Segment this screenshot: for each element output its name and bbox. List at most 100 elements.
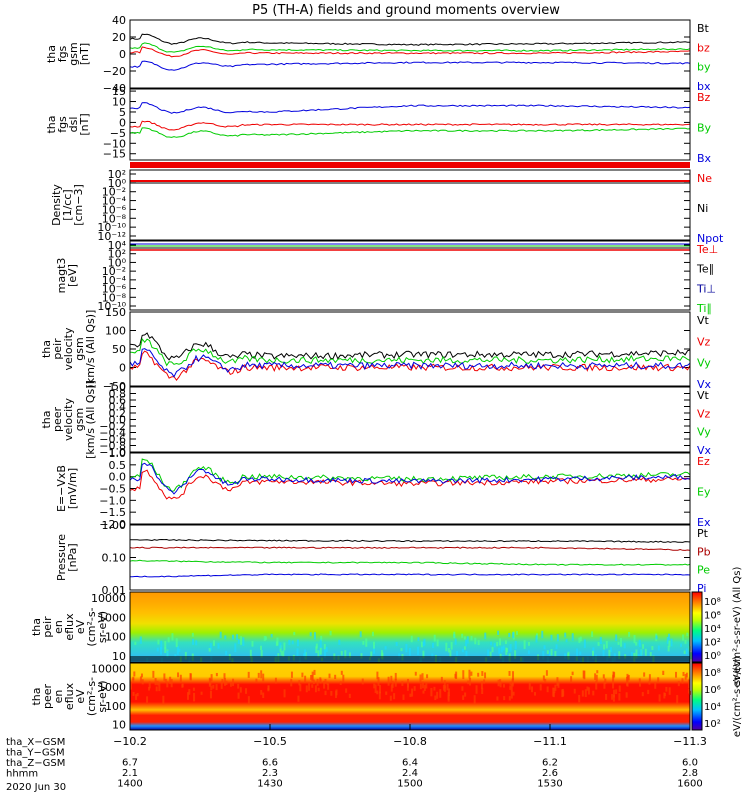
spectrogram-cell xyxy=(665,686,668,692)
y-tick-label: −10 xyxy=(103,137,126,150)
panel-0: thafgsgsm[nT] 40 20 0 −20 −40 Bt bz by bx xyxy=(45,14,711,95)
spectrogram-cell xyxy=(156,680,159,686)
spectrogram-cell xyxy=(543,645,546,650)
spectrogram-cell xyxy=(419,674,422,683)
spectrogram-cell xyxy=(251,640,254,647)
legend-Pi: Pi xyxy=(697,582,706,595)
spectrogram-cell xyxy=(433,686,436,691)
y-tick-label: 10 xyxy=(112,96,126,109)
spectrogram-cell xyxy=(514,650,517,659)
spectrogram-cell xyxy=(231,634,234,640)
spectrogram-cell xyxy=(576,648,579,658)
spectrogram-cell xyxy=(499,638,502,646)
ylabel-line: velocity xyxy=(62,398,75,441)
spectrogram-cell xyxy=(328,673,331,679)
figure-title: P5 (TH-A) fields and ground moments over… xyxy=(252,3,560,18)
series-by xyxy=(129,42,691,53)
spectrogram-cell xyxy=(648,674,651,681)
legend-Vz: Vz xyxy=(697,335,711,348)
spectrogram-cell xyxy=(323,644,326,650)
spectrogram-cell xyxy=(210,674,213,682)
spectrogram-cell xyxy=(208,648,211,652)
spectrogram-cell xyxy=(615,634,618,641)
ylabel-line: [nT] xyxy=(78,43,91,65)
spectrogram-cell xyxy=(603,644,606,650)
spectrogram-cell xyxy=(166,681,169,688)
y-tick-label: 0 xyxy=(119,48,126,61)
spectrogram-cell xyxy=(618,651,621,659)
spectrogram-cell xyxy=(192,638,195,645)
y-tick-label: 0.5 xyxy=(109,459,127,472)
spectrogram-cell xyxy=(305,685,308,693)
colorbar xyxy=(691,591,703,663)
spectrogram-cell xyxy=(633,635,636,644)
x-row-value: 6.7 xyxy=(122,758,138,769)
spectrogram-cell xyxy=(592,690,595,696)
spectrogram-cell xyxy=(677,680,680,687)
spectrogram-cell xyxy=(329,630,332,636)
spectrogram-cell xyxy=(400,648,403,652)
spectrogram-cell xyxy=(335,690,338,698)
spectrogram-cell xyxy=(387,676,390,686)
spectrogram-cell xyxy=(602,650,605,658)
panel-frame xyxy=(129,386,691,453)
spectrogram-cell xyxy=(301,672,304,678)
y-tick-label: 100 xyxy=(105,325,126,338)
spectrogram-cell xyxy=(411,688,414,697)
spectrogram-cell xyxy=(342,674,345,683)
spectrogram-cell xyxy=(603,681,606,689)
panel-5: thapeervelocitygsm[km/s (All Qs)] 1.00.80… xyxy=(40,380,712,459)
spectrogram-cell xyxy=(461,633,464,638)
x-row-value: 6.2 xyxy=(542,758,558,769)
spectrogram-cell xyxy=(304,649,307,659)
x-tick-label: −10.8 xyxy=(393,735,427,748)
spectrogram-cell xyxy=(132,676,135,680)
spectrogram-cell xyxy=(240,636,243,645)
spectrogram-cell xyxy=(430,687,433,697)
spectrogram-cell xyxy=(682,634,685,641)
spectrogram-cell xyxy=(502,645,505,651)
spectrogram-cell xyxy=(210,685,213,691)
spectrogram-cell xyxy=(586,686,589,691)
panel-frame xyxy=(129,524,691,591)
x-row-value: 6.0 xyxy=(682,758,698,769)
spectrogram-cell xyxy=(565,638,568,643)
panel-frame xyxy=(129,240,691,311)
colorbar-tick: 10⁶ xyxy=(704,611,721,622)
spectrogram-cell xyxy=(225,680,228,686)
spectrogram-cell xyxy=(620,638,623,647)
spectrogram-cell xyxy=(638,683,641,687)
spectrogram-cell xyxy=(514,640,517,650)
ylabel-line: peer xyxy=(51,407,64,433)
ylabel-line: sr-eV) xyxy=(96,611,109,643)
ylabel-line: tha xyxy=(30,687,43,705)
spectrogram-cell xyxy=(262,673,265,682)
spectrogram-cell xyxy=(612,679,615,689)
spectrogram-cell xyxy=(319,647,322,655)
spectrogram-cell xyxy=(647,689,650,695)
y-tick-label: 10⁻⁴ xyxy=(102,274,127,287)
ylabel-line: (cm²-s- xyxy=(85,677,98,716)
spectrogram-cell xyxy=(215,684,218,691)
spectrogram-cell xyxy=(391,680,394,688)
spectrogram-cell xyxy=(208,677,211,687)
spectrogram-cell xyxy=(511,678,514,687)
legend-Vz: Vz xyxy=(697,407,711,420)
ylabel-line: tha xyxy=(40,340,53,358)
spectrogram-cell xyxy=(215,672,218,677)
legend-Te∥: Te∥ xyxy=(696,263,714,276)
spectrogram-cell xyxy=(626,681,629,687)
spectrogram-cell xyxy=(510,684,513,691)
spectrogram-cell xyxy=(139,636,142,644)
ylabel-line: [cm−3] xyxy=(72,184,85,226)
spectrogram-cell xyxy=(179,674,182,682)
spectrogram-cell xyxy=(431,642,434,648)
spectrogram-cell xyxy=(237,639,240,645)
y-tick-label: −15 xyxy=(103,148,126,161)
spectrogram-cell xyxy=(290,678,293,687)
spectrogram-cell xyxy=(249,649,252,658)
spectrogram-cell xyxy=(298,680,301,686)
spectrogram-cell xyxy=(463,646,466,650)
spectrogram-cell xyxy=(152,670,155,678)
